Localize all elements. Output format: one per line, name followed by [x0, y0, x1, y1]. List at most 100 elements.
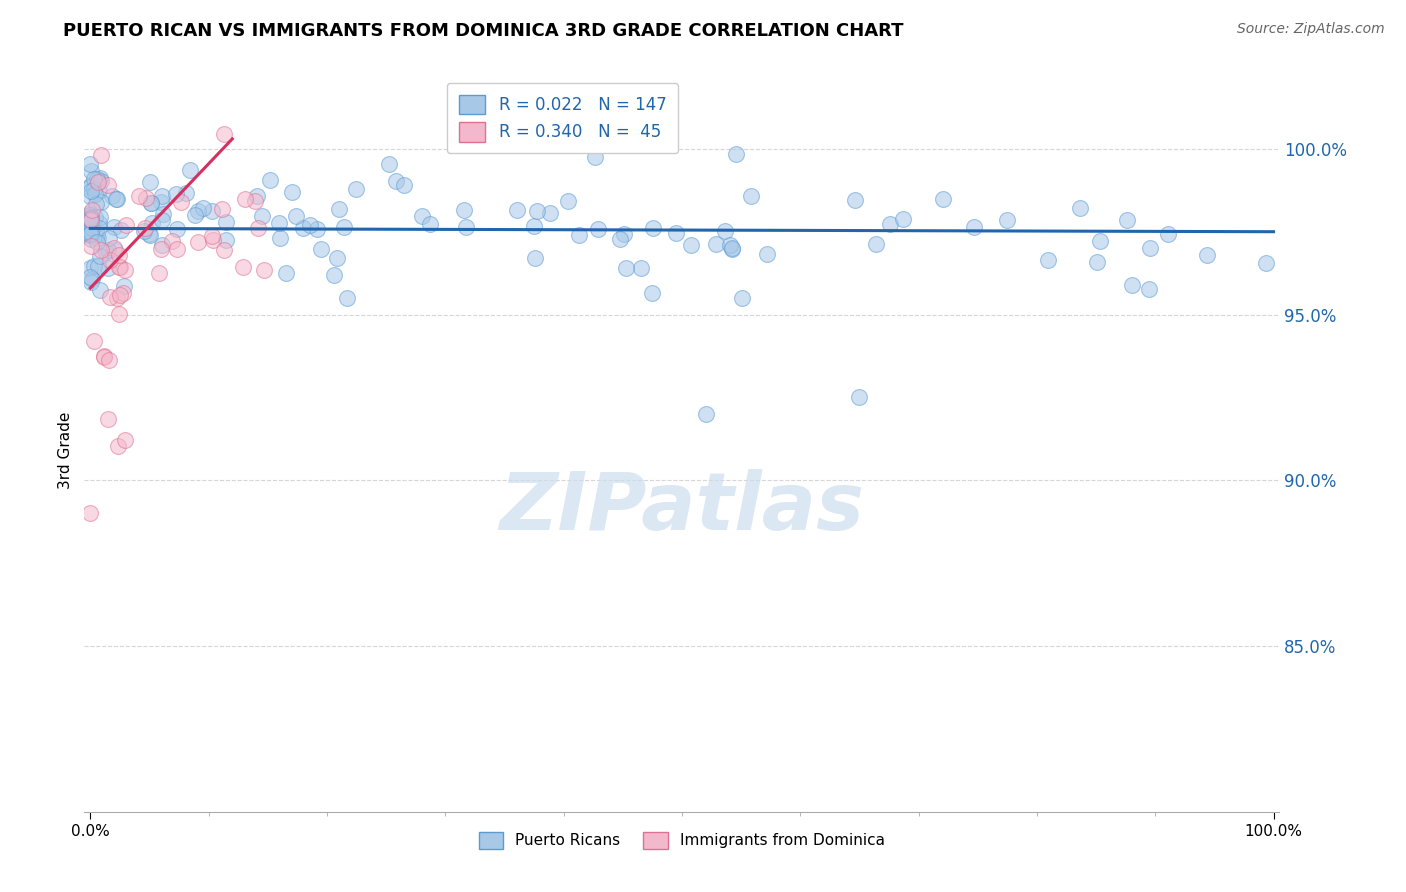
Point — [1254, 255, 1277, 269]
Point — [86, 172, 108, 186]
Point — [112, 286, 135, 301]
Point — [87, 221, 110, 235]
Point — [609, 232, 631, 246]
Point — [79, 188, 101, 202]
Point — [79, 227, 101, 242]
Point — [103, 241, 125, 255]
Point — [523, 219, 546, 233]
Point — [108, 288, 131, 302]
Point — [89, 210, 111, 224]
Point — [105, 192, 128, 206]
Point — [179, 162, 201, 177]
Point — [114, 278, 136, 293]
Point — [865, 236, 887, 251]
Point — [879, 217, 901, 231]
Point — [215, 214, 238, 228]
Point — [166, 222, 188, 236]
Point — [89, 216, 111, 230]
Point — [419, 217, 441, 231]
Point — [134, 221, 156, 235]
Point — [1157, 227, 1180, 241]
Point — [211, 202, 233, 217]
Point — [453, 202, 475, 217]
Point — [613, 227, 636, 241]
Point — [583, 150, 606, 164]
Point — [97, 243, 120, 257]
Point — [848, 391, 870, 405]
Point — [681, 238, 703, 252]
Point — [86, 227, 108, 241]
Point — [326, 251, 349, 265]
Point — [134, 224, 156, 238]
Point — [1197, 248, 1219, 262]
Point — [1069, 201, 1091, 215]
Point — [84, 210, 107, 224]
Legend: Puerto Ricans, Immigrants from Dominica: Puerto Ricans, Immigrants from Dominica — [472, 826, 891, 855]
Point — [128, 189, 150, 203]
Point — [83, 334, 105, 348]
Point — [695, 407, 717, 421]
Point — [281, 185, 304, 199]
Point — [309, 243, 332, 257]
Y-axis label: 3rd Grade: 3rd Grade — [58, 412, 73, 489]
Point — [80, 164, 103, 178]
Point — [79, 212, 101, 227]
Point — [614, 260, 637, 275]
Point — [97, 261, 120, 276]
Point — [79, 213, 101, 227]
Point — [1085, 255, 1108, 269]
Point — [98, 290, 121, 304]
Point — [150, 189, 173, 203]
Point — [246, 189, 269, 203]
Point — [187, 235, 209, 250]
Point — [336, 291, 359, 305]
Point — [215, 233, 238, 247]
Point — [586, 221, 609, 235]
Point — [740, 189, 762, 203]
Point — [176, 186, 198, 201]
Point — [284, 209, 307, 223]
Point — [169, 195, 191, 210]
Point — [93, 349, 115, 363]
Point — [94, 244, 117, 259]
Point — [274, 266, 297, 280]
Point — [201, 233, 224, 247]
Point — [963, 219, 986, 234]
Point — [139, 228, 162, 243]
Point — [79, 228, 101, 243]
Point — [328, 202, 350, 216]
Point — [299, 219, 322, 233]
Point — [115, 218, 138, 232]
Point — [80, 211, 103, 225]
Point — [526, 203, 548, 218]
Point — [79, 232, 101, 246]
Point — [98, 231, 121, 245]
Text: PUERTO RICAN VS IMMIGRANTS FROM DOMINICA 3RD GRADE CORRELATION CHART: PUERTO RICAN VS IMMIGRANTS FROM DOMINICA… — [63, 22, 904, 40]
Point — [89, 283, 111, 297]
Point — [101, 189, 124, 203]
Point — [90, 194, 112, 209]
Point — [233, 193, 256, 207]
Point — [721, 241, 744, 255]
Point — [87, 231, 110, 245]
Point — [79, 269, 101, 284]
Point — [80, 218, 103, 232]
Point — [191, 201, 214, 215]
Point — [148, 266, 170, 280]
Point — [166, 242, 188, 256]
Point — [160, 234, 183, 248]
Point — [80, 178, 103, 192]
Point — [731, 291, 754, 305]
Point — [114, 434, 136, 448]
Point — [714, 224, 737, 238]
Point — [150, 213, 173, 227]
Point — [114, 263, 136, 277]
Point — [107, 439, 129, 453]
Point — [87, 175, 110, 189]
Point — [79, 239, 101, 253]
Point — [84, 187, 107, 202]
Point — [1139, 242, 1161, 256]
Point — [253, 263, 276, 277]
Point — [138, 227, 160, 242]
Point — [378, 157, 401, 171]
